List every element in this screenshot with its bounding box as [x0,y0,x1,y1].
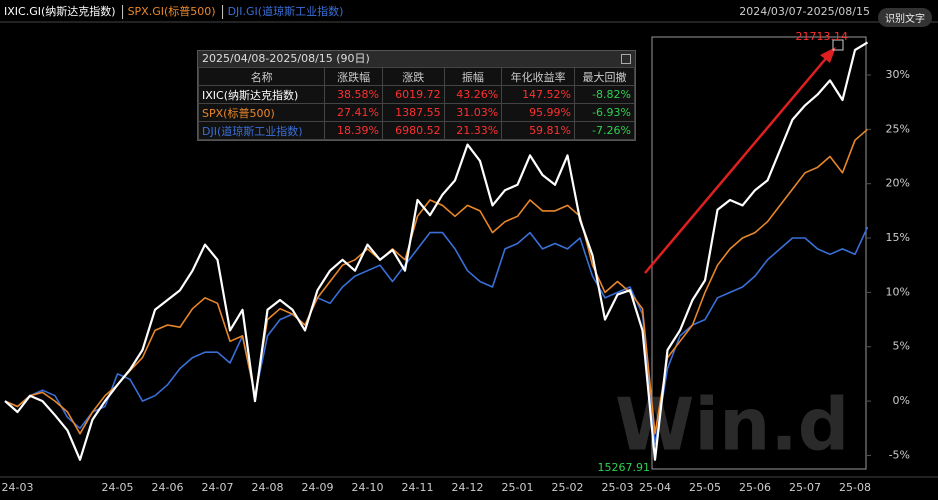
x-tick-label: 25-02 [552,481,584,494]
table: 名称 涨跌幅 涨跌 振幅 年化收益率 最大回撤 IXIC(纳斯达克指数) 38.58% 6019… [197,67,635,140]
table-cell: 1387.55 [381,103,445,122]
range-label: 2024/03/07-2025/08/15 [739,5,870,18]
y-tick-label: 30% [886,68,910,81]
table-cell: 31.03% [443,103,503,122]
table-cell: 59.81% [501,121,576,140]
ocr-button[interactable]: 识别文字 [878,8,932,27]
table-cell: 最大回撤 [574,67,635,86]
table-cell: 95.99% [501,103,576,122]
y-tick-label: 10% [886,285,910,298]
table-row: IXIC(纳斯达克指数) 38.58% 6019.72 43.26% 147.52% -8… [197,85,635,104]
table-title: 2025/04/08-2025/08/15 (90日) [202,52,370,65]
y-tick-label: 5% [893,340,910,353]
x-tick-label: 24-10 [352,481,384,494]
y-tick-label: 20% [886,177,910,190]
table-cell: 147.52% [501,85,576,104]
x-tick-label: 25-01 [502,481,534,494]
table-cell: 6980.52 [381,121,445,140]
x-tick-label: 24-05 [102,481,134,494]
table-cell: 6019.72 [381,85,445,104]
x-tick-label: 24-03 [2,481,34,494]
marker-icon [832,39,844,51]
trend-arrow [644,55,829,274]
table-cell: 涨跌幅 [324,67,383,86]
x-tick-label: 24-07 [202,481,234,494]
x-tick-label: 25-08 [839,481,871,494]
y-tick-label: 0% [893,394,910,407]
table-cell: -8.82% [574,85,635,104]
x-tick-label: 24-11 [402,481,434,494]
x-tick-label: 24-12 [452,481,484,494]
x-tick-label: 25-05 [689,481,721,494]
series-line [4,128,869,435]
selection-box [651,36,867,470]
table-row: DJI(道琼斯工业指数) 18.39% 6980.52 21.33% 59.81% -7.… [197,121,635,140]
y-tick-label: 25% [886,122,910,135]
x-tick-label: 24-09 [302,481,334,494]
table-cell: 名称 [197,67,326,86]
x-tick-label: 24-08 [252,481,284,494]
x-tick-label: 24-06 [152,481,184,494]
table-cell: IXIC(纳斯达克指数) [197,85,326,104]
x-tick-label: 25-06 [739,481,771,494]
x-tick-label: 25-03 [602,481,634,494]
x-tick-label: 25-07 [789,481,821,494]
table-cell: 涨跌 [381,67,445,86]
table-cell: -6.93% [574,103,635,122]
series-line [4,226,869,446]
stats-table: 2025/04/08-2025/08/15 (90日) 名称 涨跌幅 涨跌 振幅 年化收… [197,50,636,141]
table-cell: DJI(道琼斯工业指数) [197,121,326,140]
close-icon[interactable] [621,54,631,64]
table-cell: 振幅 [443,67,503,86]
y-tick-label: -5% [889,448,910,461]
table-title-bar: 2025/04/08-2025/08/15 (90日) [198,51,635,67]
x-tick-label: 25-04 [639,481,671,494]
legend-entry: SPX.GI(标普500) [128,4,216,18]
annotation: 21713.14 [796,30,849,43]
table-cell: 38.58% [324,85,383,104]
legend-entry: DJI.GI(道琼斯工业指数) [228,4,344,18]
header-row: 名称 涨跌幅 涨跌 振幅 年化收益率 最大回撤 [197,67,635,86]
table-cell: 年化收益率 [501,67,576,86]
table-row: SPX(标普500) 27.41% 1387.55 31.03% 95.99% -6.93… [197,103,635,122]
table-cell: 21.33% [443,121,503,140]
table-cell: 27.41% [324,103,383,122]
table-cell: SPX(标普500) [197,103,326,122]
legend-entry: IXIC.GI(纳斯达克指数) [4,4,116,18]
y-tick-label: 15% [886,231,910,244]
series-line [4,41,869,461]
table-cell: 18.39% [324,121,383,140]
annotation: 15267.91 [598,461,651,474]
table-cell: 43.26% [443,85,503,104]
table-cell: -7.26% [574,121,635,140]
arrow-head [820,47,836,63]
